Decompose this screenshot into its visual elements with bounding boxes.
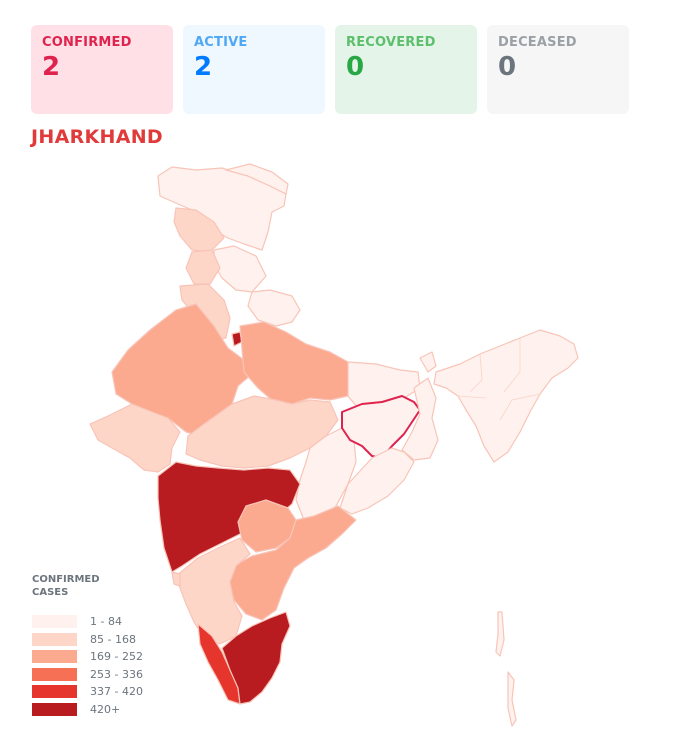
state-jharkhand[interactable] [341, 395, 421, 459]
state-karnataka[interactable] [175, 537, 251, 645]
legend-swatch [32, 685, 77, 699]
state-gujarat[interactable] [89, 403, 181, 473]
legend-item: 253 - 336 [32, 666, 143, 684]
state-punjab[interactable] [185, 249, 221, 285]
map-legend: CONFIRMED CASES 1 - 84 85 - 168 169 - 25… [32, 573, 143, 718]
active-card[interactable]: ACTIVE 2 [183, 25, 325, 114]
legend-item: 1 - 84 [32, 613, 143, 631]
legend-label: 169 - 252 [90, 650, 143, 664]
legend-label: 253 - 336 [90, 667, 143, 681]
state-goa[interactable] [171, 571, 181, 587]
legend-item: 420+ [32, 701, 143, 719]
legend-label: 1 - 84 [90, 615, 122, 629]
recovered-value: 0 [346, 52, 365, 82]
deceased-value: 0 [498, 52, 517, 82]
deceased-label: DECEASED [498, 35, 577, 50]
active-label: ACTIVE [194, 35, 248, 50]
legend-swatch [32, 702, 77, 716]
recovered-label: RECOVERED [346, 35, 436, 50]
state-uttarakhand[interactable] [213, 245, 267, 293]
deceased-card[interactable]: DECEASED 0 [487, 25, 629, 114]
state-tamil-nadu[interactable] [221, 611, 291, 705]
legend-swatch [32, 632, 77, 646]
state-sikkim[interactable] [419, 351, 437, 373]
confirmed-label: CONFIRMED [42, 35, 132, 50]
state-northeast[interactable] [433, 329, 579, 463]
legend-item: 169 - 252 [32, 648, 143, 666]
recovered-card[interactable]: RECOVERED 0 [335, 25, 477, 114]
stats-row: CONFIRMED 2 ACTIVE 2 RECOVERED 0 DECEASE… [31, 25, 629, 114]
selected-state-title: JHARKHAND [31, 126, 164, 148]
state-uttar-pradesh[interactable] [239, 321, 361, 405]
legend-item: 337 - 420 [32, 683, 143, 701]
state-madhya-pradesh[interactable] [185, 395, 339, 469]
legend-swatch [32, 615, 77, 629]
legend-swatch [32, 667, 77, 681]
state-up-north[interactable] [247, 289, 301, 327]
legend-label: 337 - 420 [90, 685, 143, 699]
legend-title: CONFIRMED CASES [32, 574, 100, 598]
state-andhra-pradesh[interactable] [227, 505, 357, 621]
active-value: 2 [194, 52, 213, 82]
confirmed-card[interactable]: CONFIRMED 2 [31, 25, 173, 114]
legend-label: 420+ [90, 702, 121, 716]
legend-item: 85 - 168 [32, 631, 143, 649]
state-telangana[interactable] [237, 499, 297, 553]
confirmed-value: 2 [42, 52, 61, 82]
legend-label: 85 - 168 [90, 632, 136, 646]
state-west-bengal[interactable] [401, 377, 439, 461]
state-ladakh-tip[interactable] [225, 163, 289, 195]
state-odisha[interactable] [339, 447, 415, 515]
region-andaman-islands[interactable] [495, 611, 517, 727]
legend-swatch [32, 650, 77, 664]
